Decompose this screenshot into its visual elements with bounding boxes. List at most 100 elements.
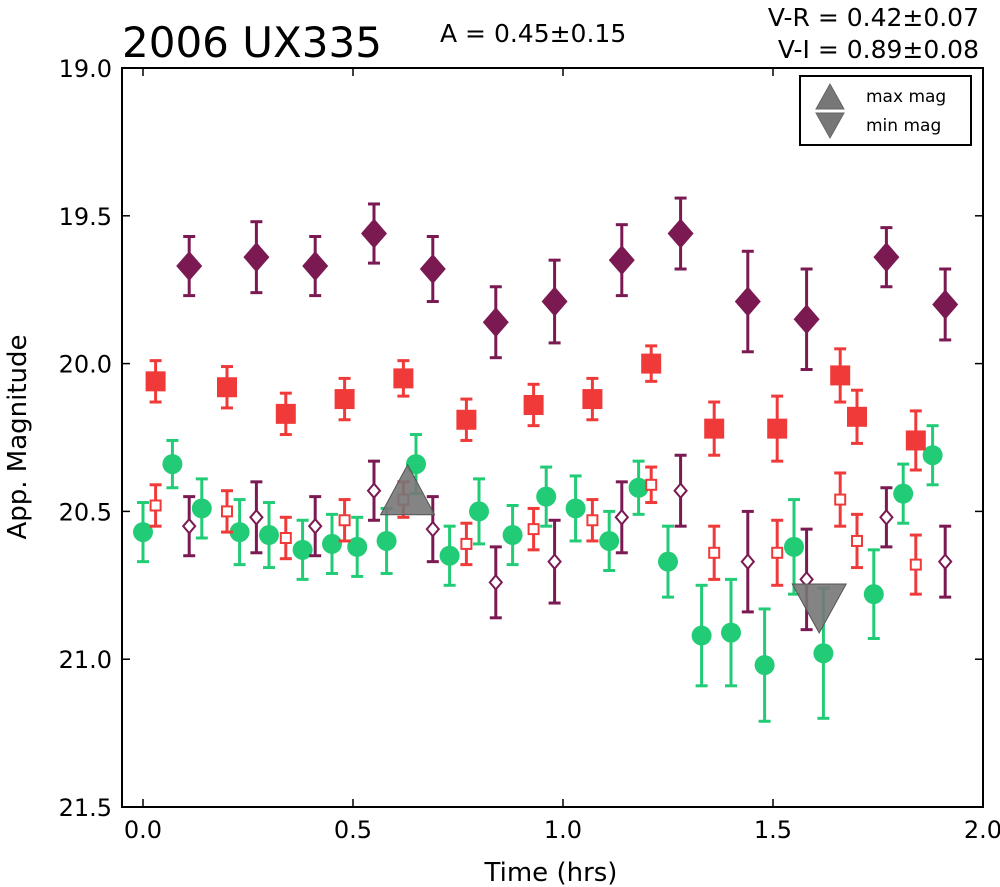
data-point [275, 403, 296, 424]
data-point [292, 539, 313, 560]
data-point [740, 553, 756, 571]
data-point [217, 377, 237, 398]
data-point [784, 536, 804, 557]
data-point [834, 493, 847, 506]
data-point [279, 532, 292, 545]
data-point [691, 625, 712, 646]
amplitude-annotation: A = 0.45±0.15 [440, 19, 626, 48]
legend-label-max: max mag [866, 87, 946, 107]
data-point [376, 530, 397, 551]
data-point [439, 545, 460, 566]
min-mag-marker [791, 583, 848, 635]
data-point [851, 534, 863, 547]
data-point [893, 483, 914, 504]
data-point [482, 307, 509, 338]
data-point [322, 533, 342, 554]
data-point [302, 251, 329, 282]
data-point [754, 655, 775, 676]
data-point [708, 546, 721, 559]
data-point [191, 498, 212, 519]
data-point [162, 454, 183, 475]
x-tick-label: 2.0 [964, 816, 1000, 844]
data-point [830, 365, 851, 386]
data-point [771, 546, 784, 559]
data-point [133, 522, 153, 543]
data-point [582, 389, 603, 410]
data-point [863, 584, 884, 605]
data-point [502, 525, 523, 546]
data-point [527, 523, 540, 536]
data-point [181, 517, 197, 535]
data-point [932, 289, 959, 320]
data-point [599, 530, 620, 551]
data-point [909, 558, 922, 571]
data-point [149, 499, 162, 512]
chart-title: 2006 UX335 [122, 18, 382, 67]
data-point [460, 537, 473, 550]
legend-triangle-up-icon [815, 82, 845, 110]
v-r-annotation: V-R = 0.42±0.07 [768, 3, 979, 32]
data-point [847, 406, 867, 427]
v-i-annotation: V-I = 0.89±0.08 [778, 35, 979, 64]
data-point [425, 520, 441, 538]
data-point [937, 553, 953, 571]
data-point [456, 409, 477, 430]
data-point [366, 482, 382, 500]
data-point [905, 430, 926, 451]
data-point [614, 508, 630, 526]
data-point [813, 643, 834, 664]
data-point [658, 551, 678, 572]
data-point [628, 477, 649, 498]
y-tick-label: 20.0 [59, 351, 112, 379]
plot-frame [121, 67, 984, 808]
data-point [338, 514, 351, 527]
data-point [586, 514, 599, 527]
x-axis-label: Time (hrs) [484, 858, 618, 887]
data-point [673, 482, 688, 500]
data-point [922, 445, 943, 466]
data-point [406, 454, 426, 475]
axes: 0.0 0.5 1.0 1.5 2.0 19.0 19.5 20.0 20.5 21.0 21.5 [59, 55, 1000, 844]
max-mag-marker [379, 463, 436, 516]
data-point [229, 522, 250, 543]
y-tick-label: 20.5 [59, 498, 112, 526]
data-point [523, 394, 544, 415]
data-point [645, 478, 658, 491]
data-point [249, 508, 264, 526]
legend-label-min: min mag [866, 116, 941, 136]
plot-area [133, 196, 959, 723]
data-point [721, 622, 741, 643]
data-point [734, 286, 761, 317]
y-tick-label: 19.0 [59, 55, 112, 83]
data-point [641, 353, 662, 374]
data-point [393, 368, 414, 389]
y-tick-label: 21.5 [59, 794, 112, 822]
data-point [667, 218, 694, 249]
data-point [704, 418, 725, 439]
data-point [419, 254, 446, 285]
data-point [547, 553, 562, 571]
data-point [565, 498, 586, 519]
data-point [176, 251, 203, 282]
data-point [488, 573, 504, 591]
data-point [793, 304, 820, 335]
data-point [469, 501, 489, 522]
y-tick-label: 21.0 [59, 646, 112, 674]
y-axis-label: App. Magnitude [3, 334, 33, 539]
data-point [873, 242, 900, 273]
x-tick-label: 1.0 [544, 816, 582, 844]
data-point [334, 389, 355, 410]
data-point [243, 242, 270, 273]
y-tick-label: 19.5 [59, 203, 112, 231]
data-point [536, 486, 557, 507]
data-point [307, 517, 323, 535]
data-point [541, 286, 568, 317]
x-tick-label: 1.5 [754, 816, 792, 844]
data-point [879, 508, 894, 526]
data-point [259, 525, 279, 546]
data-point [221, 505, 233, 518]
x-tick-label: 0.0 [124, 816, 162, 844]
legend: max mag min mag [799, 75, 972, 146]
legend-triangle-down-icon [815, 112, 845, 140]
